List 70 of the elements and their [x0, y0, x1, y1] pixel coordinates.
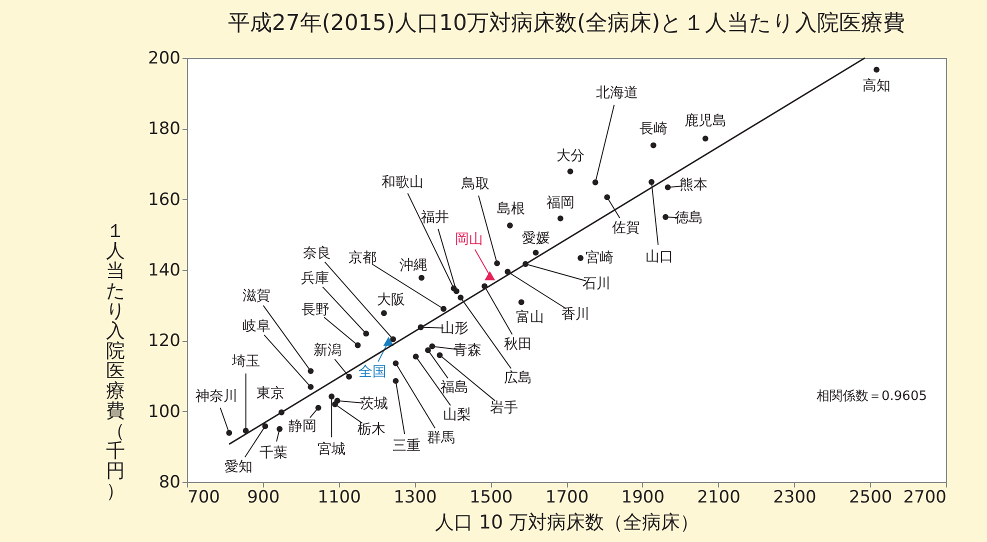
- x-tick-label: 2500: [848, 488, 892, 508]
- data-label: 山梨: [443, 406, 472, 423]
- data-label: 新潟: [313, 342, 342, 358]
- data-label: 兵庫: [300, 270, 329, 287]
- x-tick-label: 2300: [773, 488, 816, 508]
- annotation: 相関係数＝0.9605: [816, 389, 927, 404]
- data-label: 群馬: [427, 430, 456, 446]
- data-label: 山形: [440, 320, 468, 336]
- data-label: 広島: [504, 370, 532, 386]
- data-label: 和歌山: [382, 174, 424, 191]
- x-tick-label: 1500: [469, 488, 513, 508]
- data-label: 千葉: [260, 445, 288, 462]
- x-tick-label: 700: [188, 488, 220, 508]
- data-label: 埼玉: [230, 353, 260, 370]
- data-label: 鹿児島: [684, 112, 726, 129]
- data-label: 宮崎: [585, 250, 614, 266]
- data-label: 三重: [392, 438, 421, 454]
- data-label: 神奈川: [195, 388, 238, 405]
- data-label: 福島: [440, 380, 469, 396]
- data-label: 北海道: [596, 85, 638, 102]
- legend-label: 全国: [358, 364, 387, 380]
- data-label: 岐阜: [242, 318, 271, 334]
- y-tick-label: 160: [148, 190, 180, 210]
- data-label: 愛媛: [522, 230, 550, 246]
- y-tick-label: 120: [148, 331, 180, 352]
- chart-title: 平成27年(2015)人口10万対病床数(全病床)と１人当たり入院医療費: [228, 11, 906, 36]
- x-tick-label: 1700: [545, 488, 589, 508]
- x-tick-label: 1900: [621, 488, 665, 508]
- x-axis-title: 人口 10 万対病床数（全病床）: [434, 512, 700, 534]
- data-label: 高知: [862, 78, 891, 94]
- y-tick-label: 100: [148, 402, 180, 422]
- data-label: 滋賀: [242, 288, 271, 304]
- data-label: 静岡: [288, 418, 317, 435]
- data-label: 長野: [301, 302, 330, 318]
- data-label: 長崎: [639, 120, 668, 137]
- data-label: 山口: [645, 248, 674, 265]
- data-label: 香川: [562, 306, 590, 323]
- data-label: 熊本: [679, 177, 708, 194]
- text: １人当たり入院医療費（千円）: [106, 220, 125, 502]
- y-tick-label: 200: [148, 48, 180, 68]
- data-label: 京都: [348, 250, 377, 266]
- data-label: 鳥取: [460, 176, 490, 192]
- y-tick-label: 140: [148, 260, 180, 280]
- x-tick-label: 2700: [903, 488, 946, 508]
- data-label: 奈良: [303, 245, 332, 262]
- data-label: 福岡: [546, 194, 574, 211]
- x-tick-label: 1100: [318, 488, 361, 508]
- data-label: 島根: [496, 200, 525, 217]
- data-label: 宮城: [318, 441, 346, 458]
- data-label: 秋田: [504, 336, 532, 353]
- data-label: 沖縄: [400, 258, 428, 274]
- data-label: 大分: [556, 148, 584, 164]
- data-label: 徳島: [675, 210, 704, 226]
- data-label: 佐賀: [612, 220, 640, 236]
- y-tick-label: 180: [148, 119, 180, 140]
- data-label: 東京: [256, 386, 285, 402]
- data-label: 岩手: [490, 400, 518, 416]
- x-tick-label: 1300: [394, 488, 437, 508]
- data-label: 愛知: [224, 458, 253, 475]
- data-label: 富山: [516, 310, 544, 326]
- data-label: 福井: [420, 209, 449, 226]
- data-label: 茨城: [360, 396, 388, 412]
- data-label: 栃木: [357, 422, 386, 438]
- y-tick-label: 80: [158, 472, 180, 492]
- series-label: 岡山: [455, 231, 484, 248]
- data-label: 青森: [454, 342, 482, 359]
- x-tick-label: 2100: [697, 488, 740, 508]
- x-tick-label: 900: [247, 488, 280, 508]
- data-label: 大阪: [376, 292, 405, 308]
- data-label: 石川: [582, 276, 610, 292]
